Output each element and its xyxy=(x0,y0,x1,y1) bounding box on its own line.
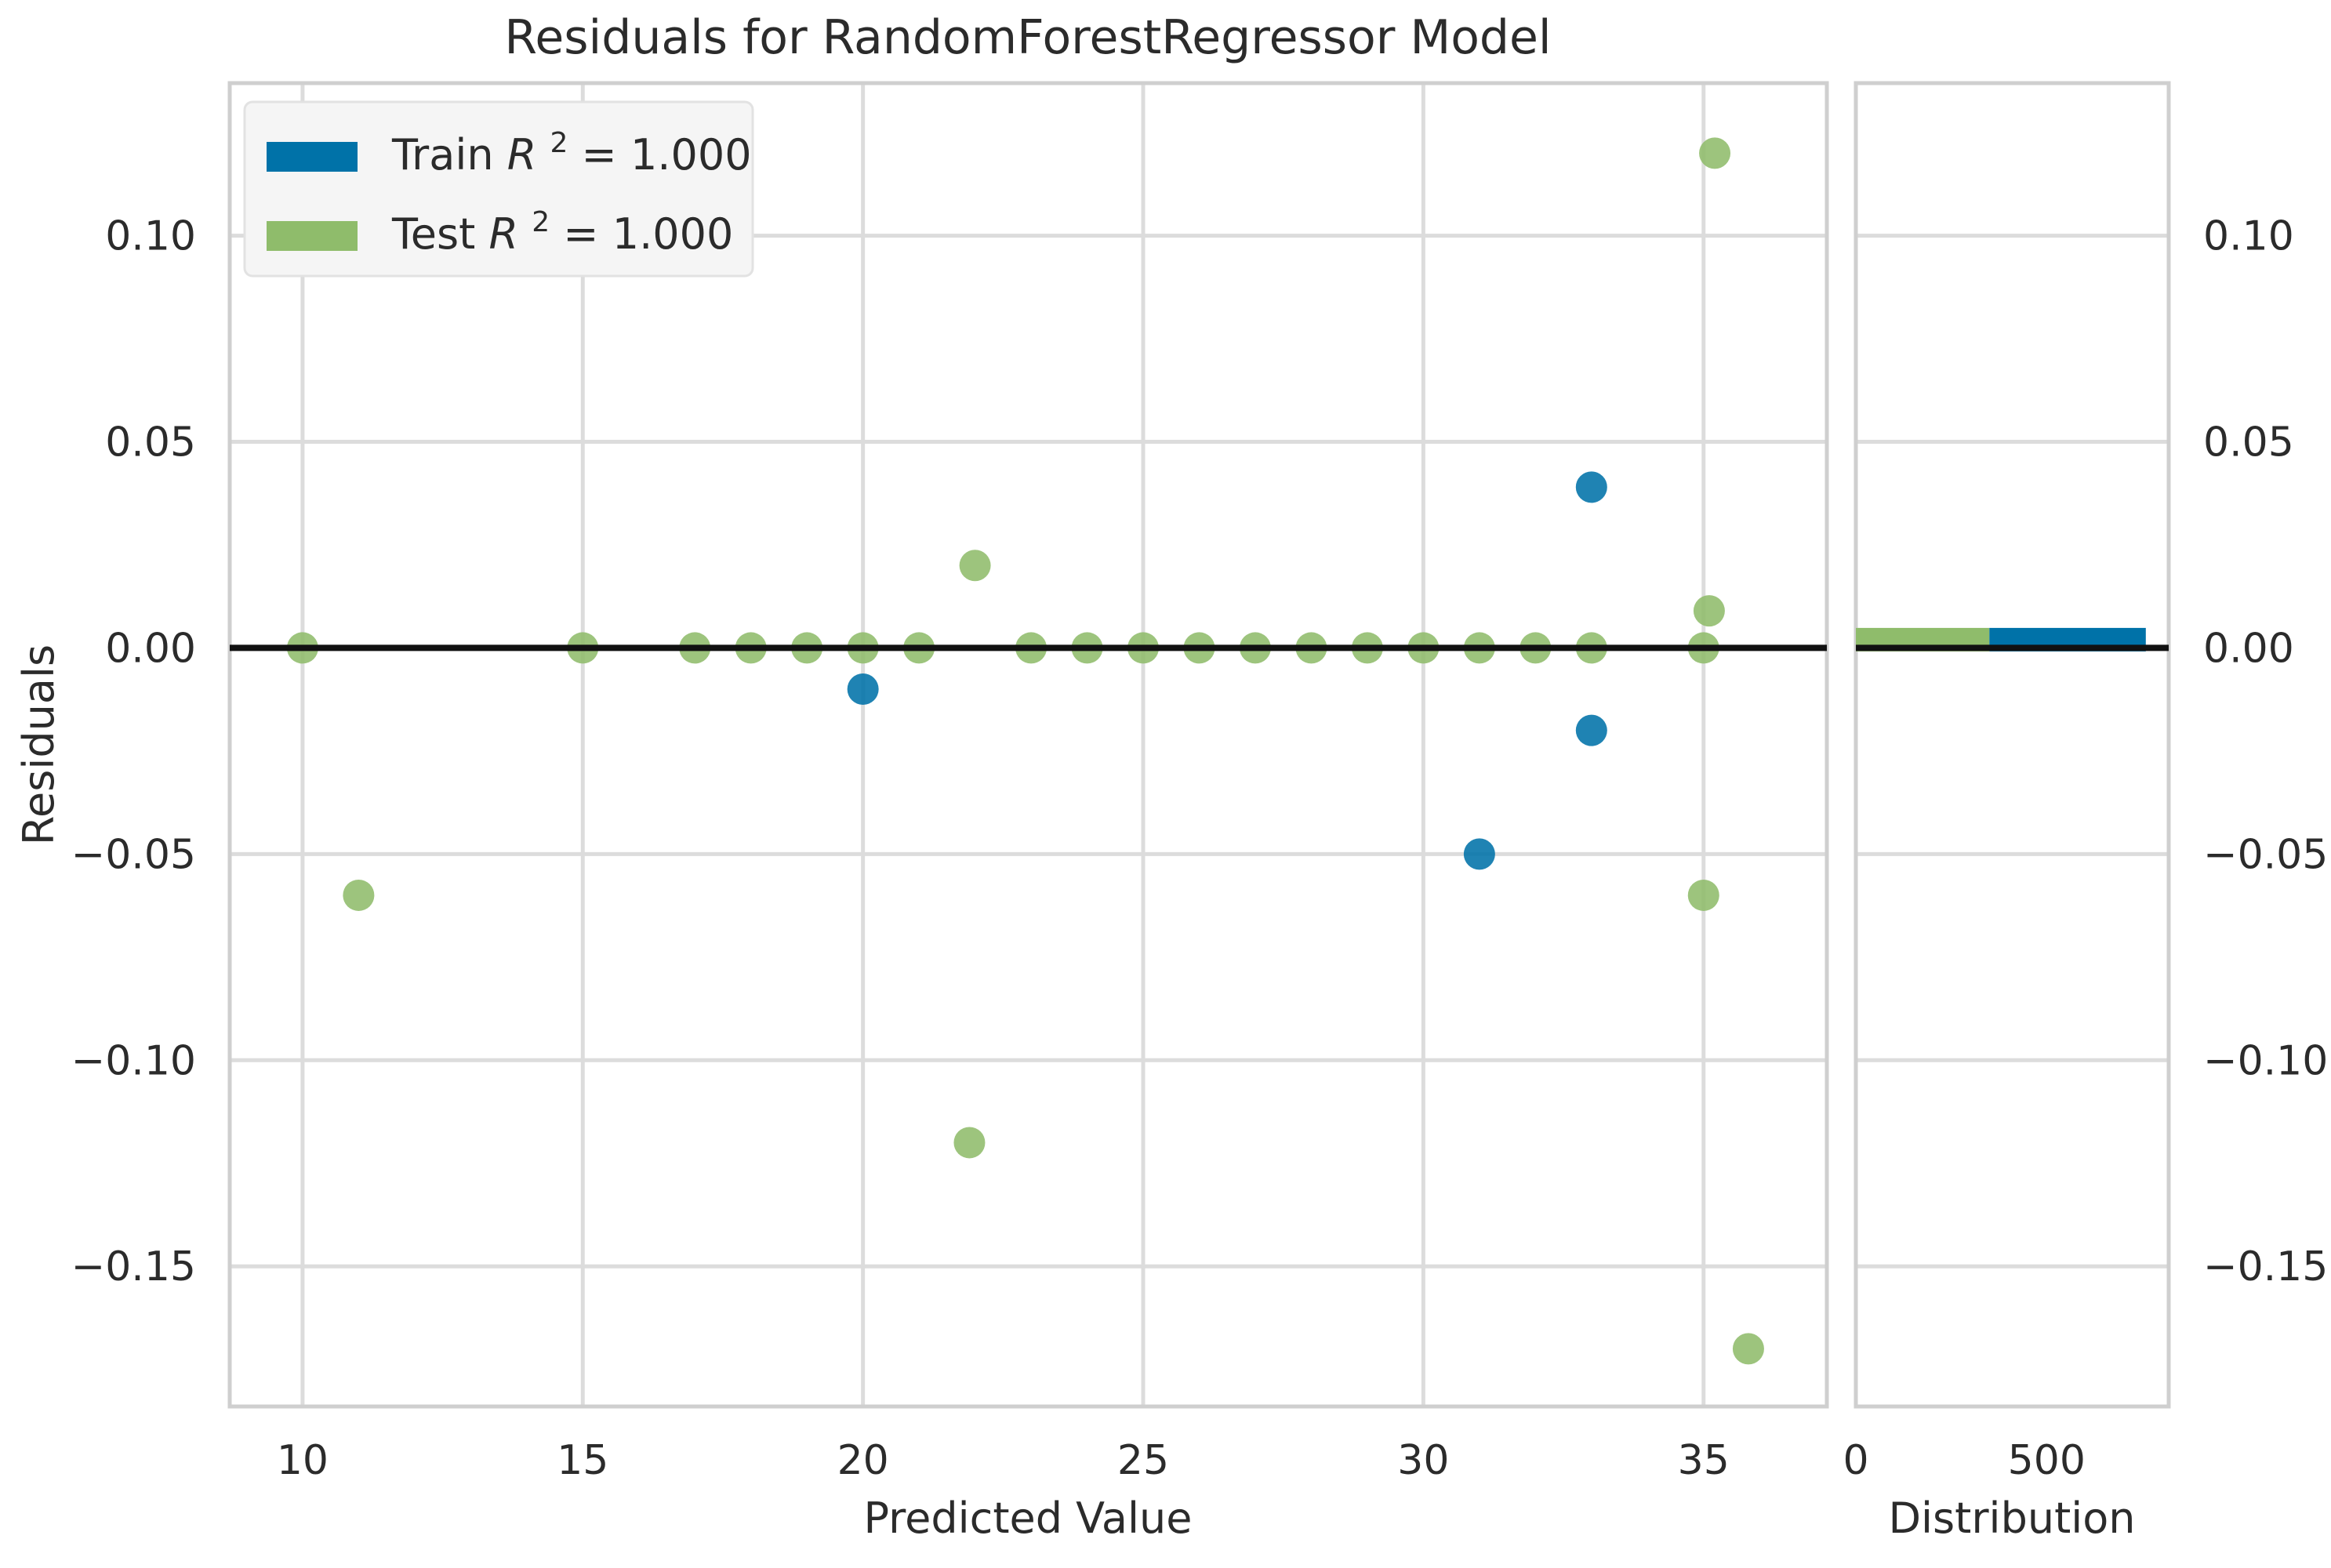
y-tick-label: −0.05 xyxy=(71,831,196,878)
test-point xyxy=(1699,137,1731,169)
legend-test-equals: = xyxy=(563,209,612,259)
y-tick-label: 0.10 xyxy=(105,213,196,260)
main-plot-frame xyxy=(227,81,1829,1409)
x-tick-label: 15 xyxy=(557,1437,608,1484)
chart-title: Residuals for RandomForestRegressor Mode… xyxy=(504,10,1551,65)
distribution-plot-frame xyxy=(1854,81,2171,1409)
legend-box xyxy=(243,100,754,278)
train-point xyxy=(1575,471,1607,503)
x-tick-label: 30 xyxy=(1397,1437,1449,1484)
legend-train-label: Train R 2 = 1.000 xyxy=(391,113,752,180)
distribution-y-tick-label: −0.15 xyxy=(2203,1243,2328,1290)
distribution-x-tick-label: 500 xyxy=(2008,1437,2086,1484)
legend-test-superscript: 2 xyxy=(532,206,550,238)
distribution-y-tick-label: 0.10 xyxy=(2203,213,2294,260)
test-point xyxy=(1687,879,1719,911)
y-axis-label: Residuals xyxy=(14,644,64,845)
distribution-y-tick-labels: 0.10 0.05 0.00 −0.05 −0.10 −0.15 xyxy=(2203,213,2328,1291)
distribution-y-tick-label: 0.00 xyxy=(2203,625,2294,672)
legend-train-r: R xyxy=(507,130,537,180)
y-tick-label: 0.05 xyxy=(105,419,196,466)
x-tick-label: 10 xyxy=(277,1437,329,1484)
train-point xyxy=(847,673,879,706)
legend-train-value: 1.000 xyxy=(630,130,752,180)
x-tick-label: 20 xyxy=(837,1437,889,1484)
legend-test-swatch xyxy=(267,221,358,251)
y-tick-label: 0.00 xyxy=(105,625,196,672)
distribution-y-tick-label: −0.05 xyxy=(2203,831,2328,878)
legend-test-r: R xyxy=(489,209,519,259)
x-tick-label: 35 xyxy=(1678,1437,1730,1484)
legend-test-prefix: Test xyxy=(391,209,475,259)
test-point xyxy=(343,879,375,911)
distribution-x-tick-labels: 0 500 xyxy=(1843,1437,2085,1484)
x-tick-label: 25 xyxy=(1117,1437,1169,1484)
legend-train-prefix: Train xyxy=(391,130,494,180)
legend: Train R 2 = 1.000 Test R 2 = 1.000 xyxy=(243,100,754,278)
test-point xyxy=(1732,1333,1764,1365)
scatter-points xyxy=(286,137,1764,1365)
y-tick-label: −0.15 xyxy=(71,1243,196,1290)
distribution-y-tick-label: −0.10 xyxy=(2203,1037,2328,1084)
test-point xyxy=(1693,595,1725,627)
y-tick-label: −0.10 xyxy=(71,1037,196,1084)
train-point xyxy=(1575,714,1607,746)
test-point xyxy=(959,550,991,582)
distribution-plot-grid xyxy=(1856,234,2169,1269)
legend-test-value: 1.000 xyxy=(612,209,734,259)
x-axis-label: Predicted Value xyxy=(864,1494,1193,1543)
train-point xyxy=(1463,838,1495,870)
legend-train-superscript: 2 xyxy=(550,127,568,159)
distribution-x-tick-label: 0 xyxy=(1843,1437,1868,1484)
legend-train-swatch xyxy=(267,142,358,172)
legend-test-label: Test R 2 = 1.000 xyxy=(391,192,733,259)
legend-train-equals: = xyxy=(582,130,630,180)
y-tick-labels: 0.10 0.05 0.00 −0.05 −0.10 −0.15 xyxy=(71,213,196,1291)
x-tick-labels: 10 15 20 25 30 35 xyxy=(277,1437,1730,1484)
test-point xyxy=(953,1127,986,1159)
distribution-y-tick-label: 0.05 xyxy=(2203,419,2294,466)
distribution-axis-label: Distribution xyxy=(1888,1494,2135,1543)
